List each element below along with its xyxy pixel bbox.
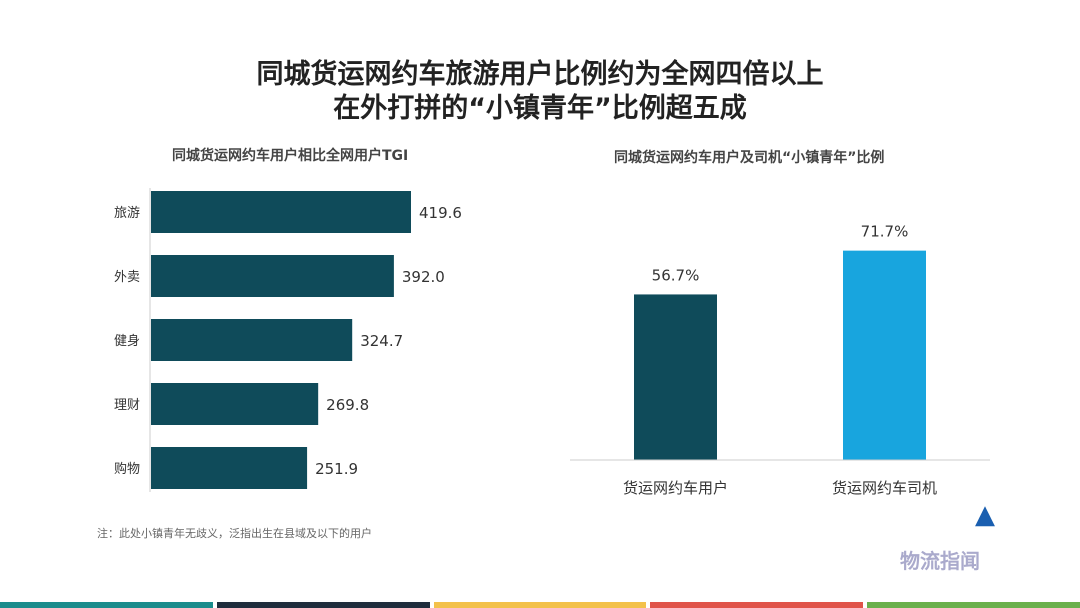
value-label: 251.9 [315,460,358,478]
footnote: 注：此处小镇青年无歧义，泛指出生在县域及以下的用户 [97,527,372,540]
value-label: 324.7 [360,332,403,350]
bar-外卖 [151,255,394,297]
title-line-2: 在外打拼的“小镇青年”比例超五成 [333,93,747,124]
stripe [433,602,647,608]
category-label: 旅游 [114,206,140,221]
bar-货运网约车司机 [843,250,926,460]
bar-理财 [151,383,319,425]
footer-stripes [0,602,1080,608]
left-chart-title: 同城货运网约车用户相比全网用户TGI [172,148,409,164]
category-label: 健身 [114,333,140,349]
value-label: 419.6 [419,204,462,222]
category-label: 购物 [114,461,140,477]
category-label: 理财 [114,398,140,413]
right-chart-title: 同城货运网约车用户及司机“小镇青年”比例 [614,150,885,166]
bar-购物 [151,447,308,489]
value-label: 71.7% [861,223,909,241]
stripe [650,602,864,608]
stripe [216,602,430,608]
category-label: 货运网约车司机 [832,479,937,497]
value-label: 269.8 [326,396,369,414]
stripe [0,602,213,608]
category-label: 货运网约车用户 [623,479,728,497]
bar-健身 [151,319,353,361]
bar-货运网约车用户 [634,294,717,460]
title-line-1: 同城货运网约车旅游用户比例约为全网四倍以上 [256,59,824,90]
value-label: 392.0 [402,268,445,286]
value-label: 56.7% [652,266,700,284]
watermark-text: 物流指闻 [900,549,980,573]
stripe [867,602,1080,608]
bar-旅游 [151,191,411,233]
watermark-logo: ▲ 物流指闻 [900,500,995,573]
category-label: 外卖 [114,270,140,285]
